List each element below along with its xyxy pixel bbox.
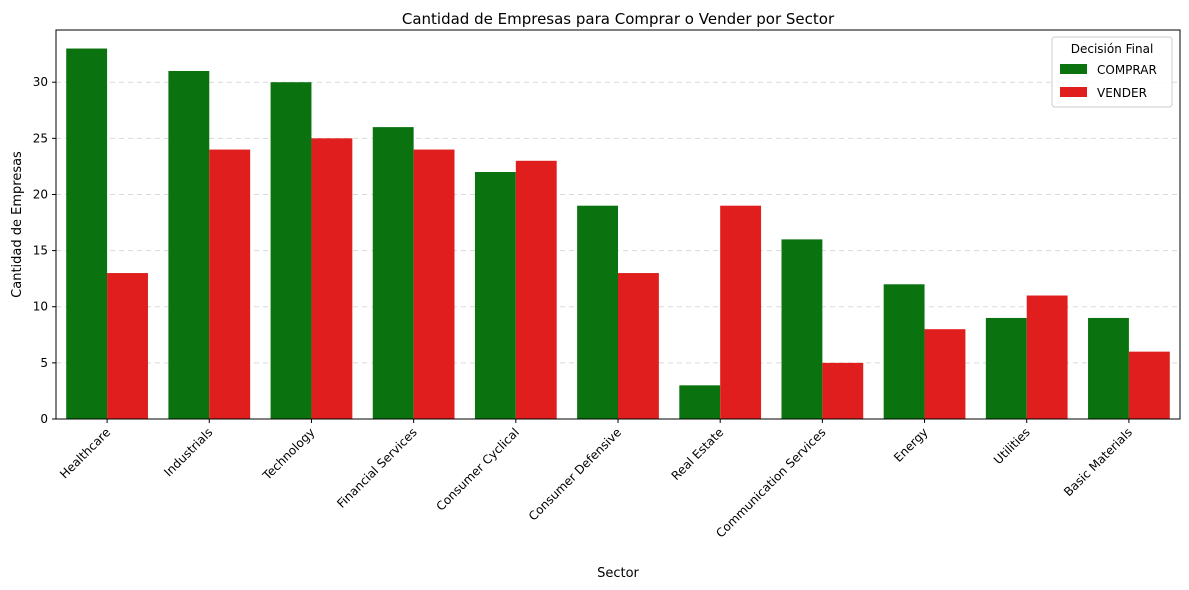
x-tick-label: Real Estate xyxy=(669,425,727,483)
y-tick-label: 5 xyxy=(40,356,48,370)
bar-comprar xyxy=(168,70,210,419)
bar-vender xyxy=(924,329,966,419)
legend-title: Decisión Final xyxy=(1071,42,1154,56)
x-tick-label: Energy xyxy=(891,425,931,465)
bar-comprar xyxy=(679,385,721,419)
y-tick-label: 15 xyxy=(33,244,48,258)
bar-comprar xyxy=(883,284,925,419)
bar-vender xyxy=(107,273,148,419)
x-tick-label: Consumer Defensive xyxy=(526,425,624,523)
bar-comprar xyxy=(372,127,414,419)
legend-swatch-comprar xyxy=(1060,64,1087,74)
y-tick-label: 10 xyxy=(33,300,48,314)
x-tick-label: Utilities xyxy=(991,425,1033,467)
y-axis-label: Cantidad de Empresas xyxy=(10,151,25,298)
legend-label-vender: VENDER xyxy=(1097,86,1147,100)
x-tick-label: Technology xyxy=(259,425,317,483)
bar-vender xyxy=(720,205,762,419)
bar-comprar xyxy=(577,205,618,419)
legend-label-comprar: COMPRAR xyxy=(1097,63,1157,77)
bar-vender xyxy=(1128,351,1170,419)
x-axis-label: Sector xyxy=(597,566,639,581)
chart-title: Cantidad de Empresas para Comprar o Vend… xyxy=(402,10,835,28)
bar-vender xyxy=(822,362,864,419)
bars-group xyxy=(66,48,1170,420)
x-tick-label: Basic Materials xyxy=(1061,425,1135,499)
y-axis-ticks: 0 5 10 15 20 25 30 xyxy=(33,75,56,426)
bar-vender xyxy=(413,149,455,419)
bar-vender xyxy=(515,160,557,420)
legend: Decisión Final COMPRAR VENDER xyxy=(1051,36,1173,108)
bar-comprar xyxy=(270,82,312,419)
bar-vender xyxy=(209,149,251,419)
x-tick-label: Consumer Cyclical xyxy=(434,425,522,513)
bar-comprar xyxy=(1088,317,1129,419)
bar-comprar xyxy=(985,317,1027,419)
x-axis-ticks: Healthcare Industrials Technology Financial… xyxy=(57,419,1135,540)
x-tick-label: Industrials xyxy=(161,425,215,479)
legend-swatch-vender xyxy=(1060,87,1087,97)
y-tick-label: 25 xyxy=(33,131,48,145)
x-tick-label: Healthcare xyxy=(57,425,113,481)
x-tick-label: Communication Services xyxy=(713,425,828,540)
y-tick-label: 0 xyxy=(40,412,48,426)
bar-comprar xyxy=(474,172,516,419)
bar-vender xyxy=(618,273,659,419)
bar-vender xyxy=(1026,295,1068,419)
x-tick-label: Financial Services xyxy=(334,425,420,511)
bar-comprar xyxy=(781,239,823,419)
y-tick-label: 30 xyxy=(33,75,48,89)
bar-vender xyxy=(311,138,353,419)
bar-comprar xyxy=(66,48,108,420)
y-tick-label: 20 xyxy=(33,187,48,201)
